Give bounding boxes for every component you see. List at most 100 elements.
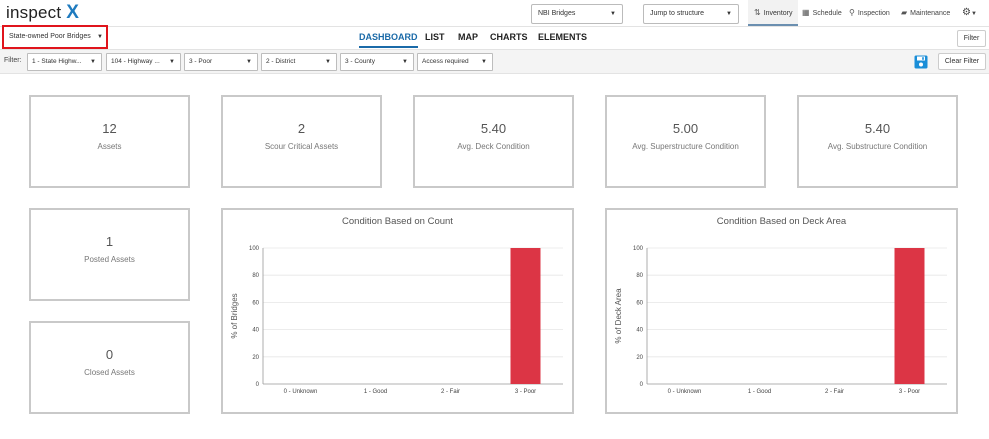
- filter-owner-select[interactable]: 1 - State Highw... ▼: [27, 53, 102, 71]
- metric-card-scour-critical[interactable]: 2 Scour Critical Assets: [221, 95, 382, 188]
- filter-county-value: 3 - County: [345, 58, 375, 65]
- metric-label: Avg. Deck Condition: [457, 142, 530, 151]
- jump-to-structure-select[interactable]: Jump to structure ▼: [643, 4, 739, 24]
- metric-label: Avg. Substructure Condition: [827, 142, 928, 151]
- nav-maintenance[interactable]: ▰ Maintenance: [901, 0, 950, 26]
- filter-access-select[interactable]: Access required ▼: [417, 53, 493, 71]
- sort-icon: ⇅: [754, 8, 761, 17]
- logo-text: inspect: [6, 3, 62, 22]
- bar-chart: 0 20 40 60 80 100 % of Bridges 0 - Unknown 1 - G…: [230, 246, 563, 395]
- filter-condition-select[interactable]: 3 - Poor ▼: [184, 53, 258, 71]
- metric-card-deck-condition[interactable]: 5.40 Avg. Deck Condition: [413, 95, 574, 188]
- view-bar: [0, 27, 989, 48]
- x-tick-label: 2 - Fair: [441, 389, 460, 395]
- y-tick-label: 0: [640, 382, 644, 388]
- app-logo[interactable]: inspect X: [6, 2, 79, 24]
- y-tick-label: 80: [636, 273, 643, 279]
- filter-district-select[interactable]: 2 - District ▼: [261, 53, 337, 71]
- save-icon[interactable]: [914, 55, 928, 69]
- metric-card-posted-assets[interactable]: 1 Posted Assets: [29, 208, 190, 301]
- nav-inspection[interactable]: ⚲ Inspection: [849, 0, 890, 26]
- x-tick-label: 3 - Poor: [899, 389, 920, 395]
- metric-label: Closed Assets: [84, 368, 135, 377]
- x-tick-label: 1 - Good: [364, 389, 387, 395]
- filter-condition-value: 3 - Poor: [189, 58, 213, 65]
- x-tick-label: 3 - Poor: [515, 389, 536, 395]
- chevron-down-icon: ▼: [610, 11, 616, 17]
- filter-label: Filter:: [4, 57, 22, 64]
- chart-title: Condition Based on Deck Area: [716, 216, 847, 227]
- nav-schedule[interactable]: ▦ Schedule: [802, 0, 842, 26]
- chart-card-condition-count: Condition Based on Count 0 20 40 60 80 100 % o…: [221, 208, 574, 414]
- search-icon: ⚲: [849, 8, 855, 17]
- nav-inventory[interactable]: ⇅ Inventory: [748, 0, 798, 26]
- y-tick-label: 40: [636, 328, 643, 334]
- x-tick-label: 0 - Unknown: [668, 389, 702, 395]
- x-tick-label: 1 - Good: [748, 389, 771, 395]
- x-tick-label: 0 - Unknown: [284, 389, 318, 395]
- metric-value: 5.40: [864, 121, 891, 136]
- bar-chart: 0 20 40 60 80 100 % of Deck Area 0 - Unknown 1 -…: [614, 246, 947, 395]
- saved-view-select[interactable]: State-owned Poor Bridges ▼: [2, 25, 108, 49]
- metric-value: 1: [105, 234, 114, 249]
- clear-filter-button[interactable]: Clear Filter: [938, 53, 986, 70]
- metric-value: 2: [297, 121, 306, 136]
- filter-district-value: 2 - District: [266, 58, 296, 65]
- y-axis-label: % of Deck Area: [614, 288, 623, 344]
- metric-label: Posted Assets: [84, 255, 135, 264]
- metric-card-assets[interactable]: 12 Assets: [29, 95, 190, 188]
- chevron-down-icon: ▼: [90, 59, 96, 65]
- chart-title: Condition Based on Count: [342, 216, 453, 227]
- tab-elements[interactable]: ELEMENTS: [538, 32, 588, 42]
- nav-inventory-label: Inventory: [763, 10, 793, 17]
- calendar-icon: ▦: [802, 8, 810, 17]
- metric-card-closed-assets[interactable]: 0 Closed Assets: [29, 321, 190, 414]
- y-tick-label: 60: [636, 300, 643, 306]
- x-tick-label: 2 - Fair: [825, 389, 844, 395]
- chevron-down-icon: ▼: [402, 59, 408, 65]
- asset-type-value: NBI Bridges: [538, 10, 576, 17]
- y-tick-label: 60: [252, 300, 259, 306]
- metric-label: Avg. Superstructure Condition: [632, 142, 739, 151]
- metric-value: 0: [105, 347, 114, 362]
- settings-menu[interactable]: ⚙▼: [962, 0, 977, 26]
- chevron-down-icon: ▼: [325, 59, 331, 65]
- filter-county-select[interactable]: 3 - County ▼: [340, 53, 414, 71]
- asset-type-select[interactable]: NBI Bridges ▼: [531, 4, 623, 24]
- tab-map[interactable]: MAP: [458, 32, 478, 42]
- filter-button[interactable]: Filter: [957, 30, 986, 47]
- filter-functional-class-value: 104 - Highway ...: [111, 58, 160, 65]
- nav-inspection-label: Inspection: [857, 10, 890, 17]
- filter-access-value: Access required: [422, 58, 469, 65]
- saved-view-value: State-owned Poor Bridges: [9, 33, 91, 40]
- filter-bar: Filter: 1 - State Highw... ▼ 104 - Highwa…: [0, 49, 989, 74]
- filter-owner-value: 1 - State Highw...: [32, 58, 82, 65]
- y-tick-label: 100: [633, 246, 644, 252]
- y-tick-label: 80: [252, 273, 259, 279]
- chart-card-condition-deck-area: Condition Based on Deck Area 0 20 40 60 80 10…: [605, 208, 958, 414]
- nav-maintenance-label: Maintenance: [910, 10, 951, 17]
- metric-card-substructure-condition[interactable]: 5.40 Avg. Substructure Condition: [797, 95, 958, 188]
- metric-label: Assets: [97, 142, 122, 151]
- chevron-down-icon: ▼: [246, 59, 252, 65]
- gear-icon: ⚙: [962, 7, 971, 18]
- bar-3-poor: [894, 248, 925, 384]
- jump-to-structure-placeholder: Jump to structure: [650, 10, 705, 17]
- metric-label: Scour Critical Assets: [264, 142, 339, 151]
- y-tick-label: 20: [636, 355, 643, 361]
- filter-functional-class-select[interactable]: 104 - Highway ... ▼: [106, 53, 181, 71]
- logo-mark: X: [66, 2, 80, 23]
- metric-card-superstructure-condition[interactable]: 5.00 Avg. Superstructure Condition: [605, 95, 766, 188]
- chevron-down-icon: ▼: [169, 59, 175, 65]
- metric-value: 5.40: [480, 121, 507, 136]
- y-axis-label: % of Bridges: [230, 293, 239, 338]
- tab-dashboard[interactable]: DASHBOARD: [359, 30, 418, 48]
- chevron-down-icon: ▼: [97, 34, 103, 40]
- chevron-down-icon: ▼: [481, 59, 487, 65]
- y-tick-label: 100: [249, 246, 260, 252]
- tab-list[interactable]: LIST: [425, 32, 445, 42]
- briefcase-icon: ▰: [901, 8, 908, 17]
- tab-charts[interactable]: CHARTS: [490, 32, 528, 42]
- bar-3-poor: [510, 248, 541, 384]
- top-navbar: inspect X NBI Bridges ▼ Jump to structur…: [0, 0, 989, 27]
